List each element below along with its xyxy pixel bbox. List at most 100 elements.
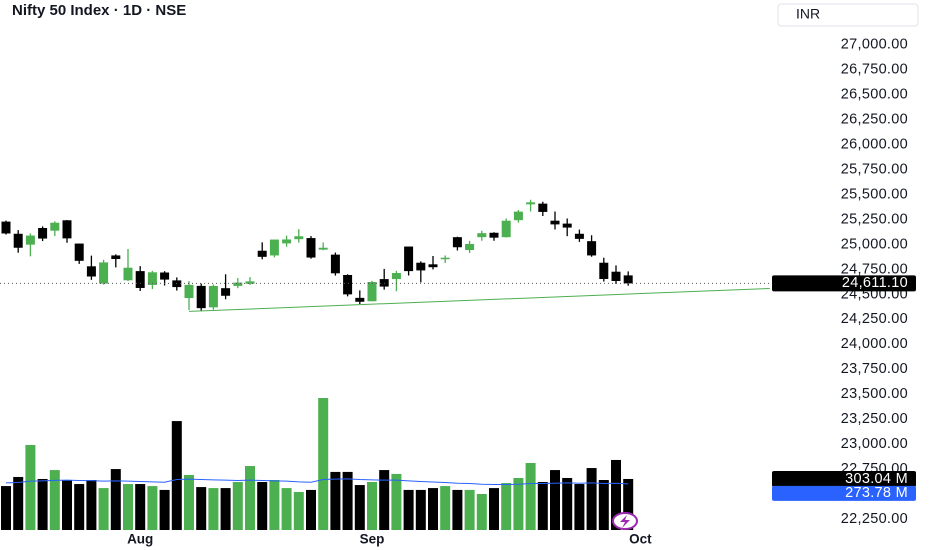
candle-body [355,297,365,302]
candle-body [379,279,389,287]
volume-bar [13,476,24,530]
candle-body [574,233,584,239]
volume-bar [537,482,548,530]
volume-ma-line [5,478,629,486]
volume-bar [37,478,48,530]
volume-bar [25,444,36,530]
currency-box [777,3,919,27]
volume-bar [403,489,414,530]
candle-body [196,285,206,309]
candle-body [526,202,536,205]
volume-bar [62,480,72,530]
volume-label: 303.04 M [845,471,908,487]
volume-bar [220,488,231,530]
candle-body [452,237,462,248]
candle-body [404,246,414,272]
lightning-icon [612,512,638,530]
y-tick-label: 26,250.00 [841,112,908,128]
volume-bar [428,488,438,530]
volume-bar [367,482,377,530]
volume-bar [49,470,60,530]
y-tick-label: 25,500.00 [841,186,908,202]
volume-bar [489,488,499,530]
candle-body [123,267,133,281]
candle-body [465,243,475,251]
candle-body [294,236,304,240]
candle-body [367,281,377,302]
y-tick-label: 24,000.00 [841,336,908,352]
volume-bar [257,482,268,530]
candle-body [477,233,487,238]
volume-label-box [772,470,916,487]
candle-body [13,233,23,248]
last-price-label: 24,611.10 [842,275,908,291]
volume-bar [452,489,463,530]
volume-bar [306,489,316,530]
volume-bar [196,487,207,530]
candle-body [587,241,597,256]
volume-bar [293,491,304,530]
volume-bar [415,489,426,530]
last-price-box [772,275,916,292]
candle-body [611,271,621,281]
volume-bar [74,484,85,530]
volume-bar [550,470,560,530]
candle-body [391,273,401,280]
volume-bar [562,477,573,530]
candle-body [233,282,243,286]
x-tick-label: Aug [127,532,153,547]
candle-body [62,220,72,239]
y-tick-label: 24,750.00 [841,261,908,277]
candle-body [501,220,511,238]
volume-bar [330,471,341,530]
volume-ma-label-box [772,485,916,501]
volume-bar [379,470,390,530]
y-tick-label: 26,750.00 [841,62,908,78]
volume-bar [611,459,621,530]
candle-body [208,285,218,308]
candle-body [99,262,109,284]
volume-bar [159,489,170,530]
y-tick-label: 23,000.00 [841,436,908,452]
y-tick-label: 25,750.00 [841,162,908,178]
volume-bar [208,488,219,530]
candle-body [221,288,231,296]
candle-body [306,238,316,258]
candle-body [257,250,267,257]
y-tick-label: 23,250.00 [841,411,908,427]
y-tick-label: 26,000.00 [841,137,908,153]
candle-body [1,221,11,234]
candle-body [428,264,438,268]
volume-bar [501,483,512,530]
candle-body [599,262,609,279]
candle-body [135,271,145,288]
candle-body [513,211,523,221]
x-tick-label: Oct [629,532,652,547]
candle-body [282,239,292,244]
volume-bar [86,480,97,530]
candle-body [269,239,279,256]
y-tick-label: 23,500.00 [841,386,908,402]
candle-body [245,281,255,284]
candle-body [550,220,560,225]
chart-title: Nifty 50 Index · 1D · NSE [12,2,186,19]
volume-bar [123,484,133,530]
candle-body [562,223,572,228]
y-tick-label: 27,000.00 [841,37,908,53]
volume-bar [391,473,402,530]
volume-bar [171,421,182,530]
volume-bar [318,398,329,530]
x-tick-label: Sep [360,532,385,547]
volume-bar [598,480,609,530]
volume-bar [525,462,536,530]
volume-bar [110,469,121,530]
candle-body [160,272,170,280]
candle-body [343,275,353,295]
y-tick-label: 25,250.00 [841,211,908,227]
volume-bar [623,478,634,530]
candle-body [330,254,340,274]
volume-bar [245,466,255,530]
volume-bar [354,485,365,530]
volume-bar [98,488,109,530]
